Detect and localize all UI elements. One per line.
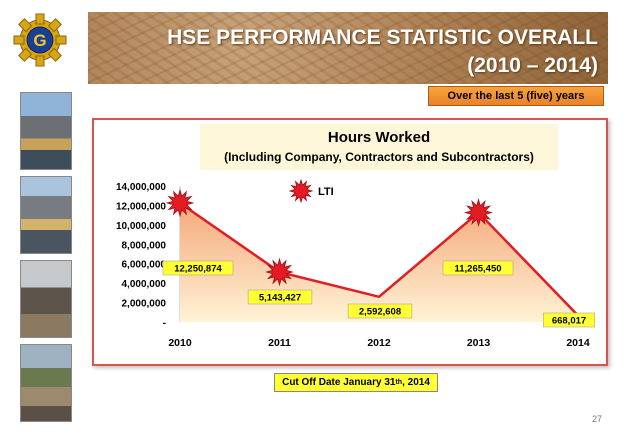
data-label: 12,250,874 xyxy=(174,264,222,275)
series-line xyxy=(179,201,579,317)
data-label-box xyxy=(543,312,595,328)
logo-letter: G xyxy=(33,31,46,50)
cutoff-sup: th xyxy=(395,379,403,386)
data-label: 2,592,608 xyxy=(359,307,401,318)
x-tick-label: 2011 xyxy=(268,337,291,349)
title-line-2: (2010 – 2014) xyxy=(467,54,598,77)
photo-strip xyxy=(20,92,72,428)
title-banner: HSE PERFORMANCE STATISTIC OVERALL (2010 … xyxy=(88,12,608,84)
x-tick-label: 2012 xyxy=(367,337,391,349)
lti-star-marker xyxy=(464,198,493,228)
y-tick-label: 8,000,000 xyxy=(122,240,167,251)
legend-label: LTI xyxy=(318,186,334,198)
data-label: 5,143,427 xyxy=(259,293,301,304)
chart-title: Hours Worked xyxy=(327,129,431,146)
photo-platform-1 xyxy=(20,92,72,170)
x-tick-label: 2013 xyxy=(467,337,491,349)
cutoff-prefix: Cut Off Date January 31 xyxy=(282,377,396,388)
title-line-1: HSE PERFORMANCE STATISTIC OVERALL xyxy=(167,26,598,49)
legend-star-icon xyxy=(288,178,314,204)
lti-star-marker xyxy=(165,188,195,218)
data-label-box xyxy=(162,260,234,276)
y-tick-label: 14,000,000 xyxy=(116,182,166,193)
data-label: 668,017 xyxy=(552,316,586,327)
y-tick-label: 12,000,000 xyxy=(116,201,166,212)
period-badge: Over the last 5 (five) years xyxy=(428,86,604,106)
lti-star-marker xyxy=(265,257,294,287)
y-tick-label: - xyxy=(163,318,166,329)
y-tick-label: 4,000,000 xyxy=(122,279,167,290)
y-tick-label: 10,000,000 xyxy=(116,221,166,232)
photo-platform-2 xyxy=(20,176,72,254)
chart-subtitle: (Including Company, Contractors and Subc… xyxy=(224,150,534,164)
x-tick-label: 2010 xyxy=(168,337,192,349)
cutoff-suffix: , 2014 xyxy=(402,377,430,388)
data-label: 11,265,450 xyxy=(454,264,501,275)
chart-title-box: Hours Worked (Including Company, Contrac… xyxy=(200,124,558,170)
photo-structure xyxy=(20,260,72,338)
gear-logo-icon: G xyxy=(13,13,67,67)
x-tick-label: 2014 xyxy=(566,337,590,349)
y-tick-label: 6,000,000 xyxy=(122,260,167,271)
data-label-box xyxy=(347,303,413,319)
data-label-box xyxy=(247,289,313,305)
photo-construction xyxy=(20,344,72,422)
data-label-box xyxy=(442,260,514,276)
y-tick-label: 2,000,000 xyxy=(122,299,167,310)
page-number: 27 xyxy=(592,414,603,424)
